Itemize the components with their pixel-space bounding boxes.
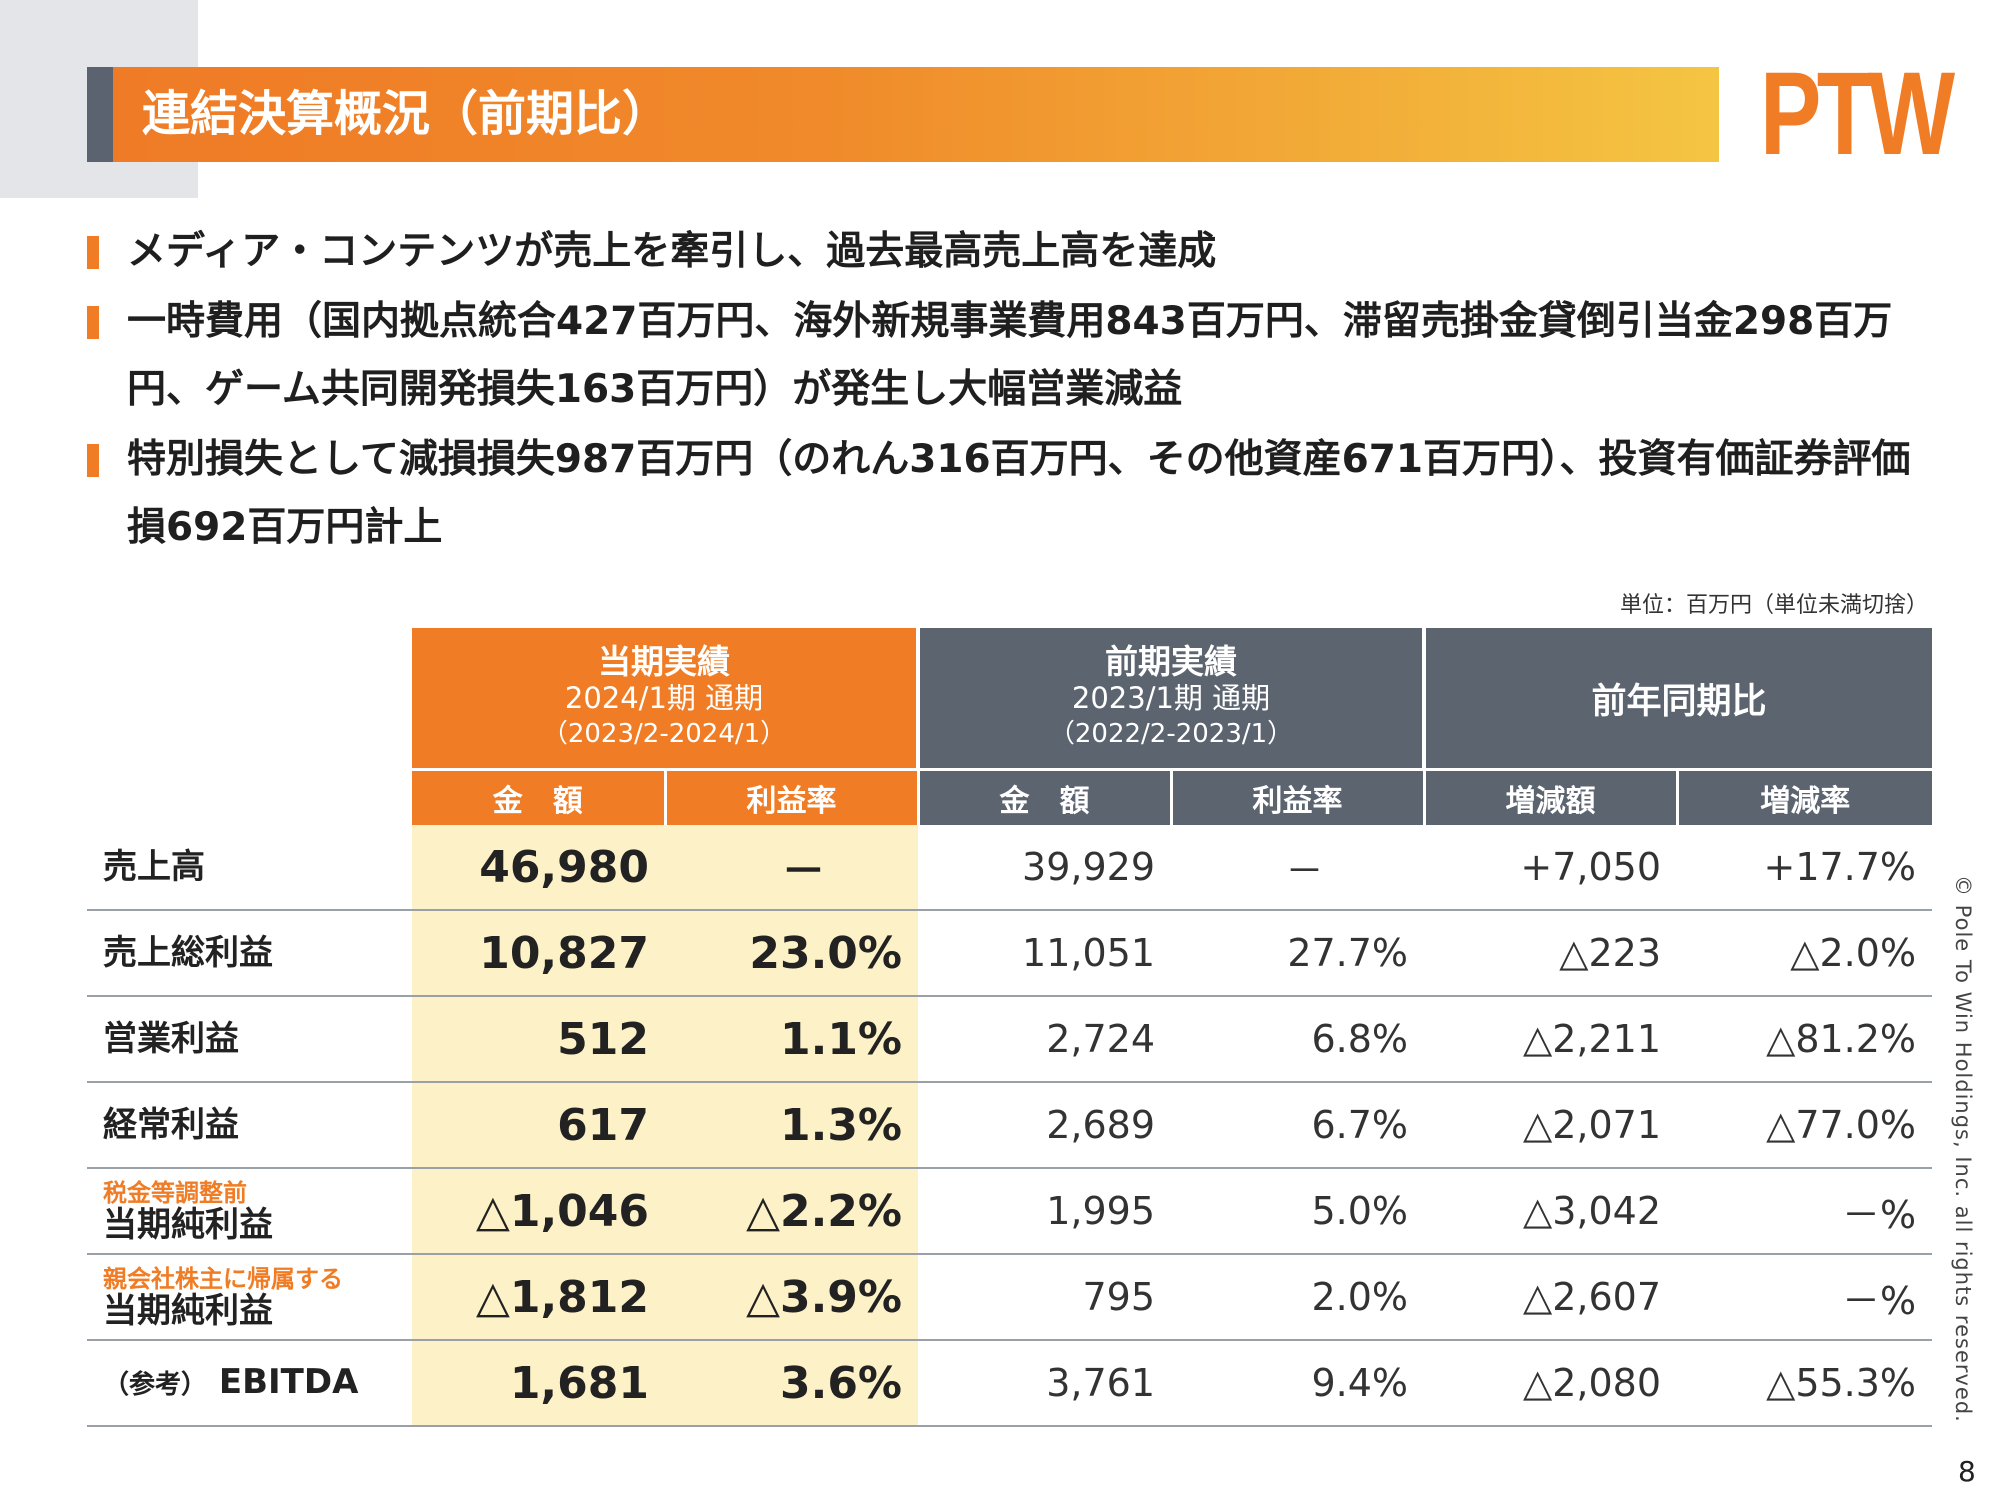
row-label: 営業利益 (87, 996, 412, 1083)
subheader-change-rate: 増減率 (1677, 769, 1933, 825)
subheader-previous-amount: 金 額 (918, 769, 1173, 825)
current-margin: 1.1% (665, 996, 919, 1083)
subheader-current-margin: 利益率 (665, 769, 920, 825)
row-label-prefix: 親会社株主に帰属する (103, 1265, 343, 1293)
previous-margin: 2.0% (1171, 1254, 1425, 1341)
change-amount: △223 (1424, 910, 1678, 997)
previous-margin: － (1171, 825, 1425, 911)
current-amount: 46,980 (412, 825, 665, 911)
previous-margin: 6.8% (1171, 996, 1425, 1083)
current-amount: 617 (412, 1082, 665, 1169)
current-margin: △3.9% (665, 1254, 919, 1341)
change-rate: －% (1677, 1254, 1933, 1341)
bullet-marker (87, 236, 99, 269)
previous-margin: 27.7% (1171, 910, 1425, 997)
page-number: 8 (1958, 1455, 1976, 1488)
title-bar: 連結決算概況（前期比） (87, 67, 1719, 162)
previous-title: 前期実績 (1105, 642, 1238, 681)
current-amount: △1,812 (412, 1254, 665, 1341)
table-row: （参考） EBITDA 1,681 3.6% 3,761 9.4% △2,080… (87, 1340, 1933, 1427)
previous-margin: 9.4% (1171, 1340, 1425, 1427)
change-amount: +7,050 (1424, 825, 1678, 911)
bullet-text: メディア・コンテンツが売上を牽引し、過去最高売上高を達成 (127, 229, 1217, 274)
unit-note: 単位：百万円（単位未満切捨） (1619, 593, 1928, 618)
current-title: 当期実績 (598, 642, 730, 681)
row-label: 親会社株主に帰属する 当期純利益 (87, 1254, 412, 1341)
change-amount: △2,071 (1424, 1082, 1678, 1169)
previous-amount: 795 (918, 1254, 1172, 1341)
change-rate: △81.2% (1677, 996, 1933, 1083)
bullet-item: 特別損失として減損損失987百万円（のれん316百万円、その他資産671百万円）… (87, 426, 1947, 562)
financial-results-table: 当期実績 2024/1期 通期 （2023/2-2024/1） 前期実績 202… (87, 628, 1933, 1427)
row-label: 売上総利益 (87, 910, 412, 997)
subheader-change-amount: 増減額 (1424, 769, 1679, 825)
ptw-logo: PTW (1760, 48, 1955, 180)
table-row: 営業利益 512 1.1% 2,724 6.8% △2,211 △81.2% (87, 996, 1933, 1083)
subheader-current-amount: 金 額 (412, 769, 667, 825)
change-rate: +17.7% (1677, 825, 1933, 911)
previous-amount: 2,689 (918, 1082, 1172, 1169)
current-margin: △2.2% (665, 1168, 919, 1255)
previous-range: （2022/2-2023/1） (1048, 719, 1294, 749)
bullet-item: メディア・コンテンツが売上を牽引し、過去最高売上高を達成 (87, 218, 1947, 286)
bullet-text: 特別損失として減損損失987百万円（のれん316百万円、その他資産671百万円）… (127, 437, 1911, 550)
header-blank (87, 628, 412, 825)
header-comparison: 前年同期比 (1424, 628, 1933, 771)
row-label: 売上高 (87, 825, 412, 911)
table-row: 税金等調整前 当期純利益 △1,046 △2.2% 1,995 5.0% △3,… (87, 1168, 1933, 1255)
header-current-period: 当期実績 2024/1期 通期 （2023/2-2024/1） (412, 628, 921, 771)
change-amount: △3,042 (1424, 1168, 1678, 1255)
row-label-prefix: 税金等調整前 (103, 1179, 247, 1207)
header-previous-period: 前期実績 2023/1期 通期 （2022/2-2023/1） (918, 628, 1427, 771)
previous-margin: 6.7% (1171, 1082, 1425, 1169)
copyright-notice: © Pole To Win Holdings, Inc. all rights … (1951, 875, 1975, 1423)
current-margin: 1.3% (665, 1082, 919, 1169)
current-amount: 1,681 (412, 1340, 665, 1427)
current-period: 2024/1期 通期 (564, 681, 764, 715)
current-amount: △1,046 (412, 1168, 665, 1255)
current-range: （2023/2-2024/1） (541, 719, 787, 749)
bullet-marker (87, 444, 99, 477)
row-label: （参考） EBITDA (87, 1340, 412, 1427)
change-rate: △77.0% (1677, 1082, 1933, 1169)
row-label-reference: （参考） (103, 1369, 208, 1400)
previous-amount: 2,724 (918, 996, 1172, 1083)
row-label: 経常利益 (87, 1082, 412, 1169)
table-row: 売上高 46,980 － 39,929 － +7,050 +17.7% (87, 825, 1933, 911)
previous-period: 2023/1期 通期 (1071, 681, 1271, 715)
previous-amount: 39,929 (918, 825, 1172, 911)
table-row: 経常利益 617 1.3% 2,689 6.7% △2,071 △77.0% (87, 1082, 1933, 1169)
current-amount: 512 (412, 996, 665, 1083)
current-margin: － (665, 825, 919, 911)
bullet-marker (87, 306, 99, 339)
bullet-text: 一時費用（国内拠点統合427百万円、海外新規事業費用843百万円、滞留売掛金貸倒… (127, 299, 1893, 412)
previous-amount: 11,051 (918, 910, 1172, 997)
title-accent (87, 67, 113, 162)
table-row: 売上総利益 10,827 23.0% 11,051 27.7% △223 △2.… (87, 910, 1933, 997)
row-label: 税金等調整前 当期純利益 (87, 1168, 412, 1255)
previous-margin: 5.0% (1171, 1168, 1425, 1255)
page-title: 連結決算概況（前期比） (142, 86, 671, 142)
table-row: 親会社株主に帰属する 当期純利益 △1,812 △3.9% 795 2.0% △… (87, 1254, 1933, 1341)
current-amount: 10,827 (412, 910, 665, 997)
previous-amount: 3,761 (918, 1340, 1172, 1427)
bullet-list: メディア・コンテンツが売上を牽引し、過去最高売上高を達成 一時費用（国内拠点統合… (87, 218, 1947, 564)
change-amount: △2,211 (1424, 996, 1678, 1083)
subheader-previous-margin: 利益率 (1171, 769, 1426, 825)
change-amount: △2,607 (1424, 1254, 1678, 1341)
current-margin: 3.6% (665, 1340, 919, 1427)
change-rate: △2.0% (1677, 910, 1933, 997)
change-rate: －% (1677, 1168, 1933, 1255)
previous-amount: 1,995 (918, 1168, 1172, 1255)
current-margin: 23.0% (665, 910, 919, 997)
bullet-item: 一時費用（国内拠点統合427百万円、海外新規事業費用843百万円、滞留売掛金貸倒… (87, 288, 1947, 424)
change-rate: △55.3% (1677, 1340, 1933, 1427)
change-amount: △2,080 (1424, 1340, 1678, 1427)
